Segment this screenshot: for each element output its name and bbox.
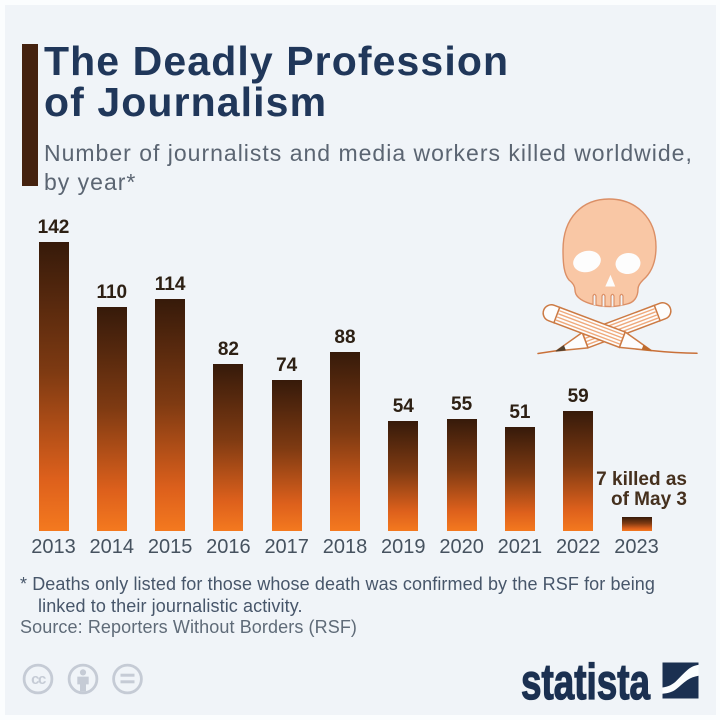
svg-text:cc: cc [31, 671, 46, 688]
svg-text:statista: statista [521, 655, 651, 705]
